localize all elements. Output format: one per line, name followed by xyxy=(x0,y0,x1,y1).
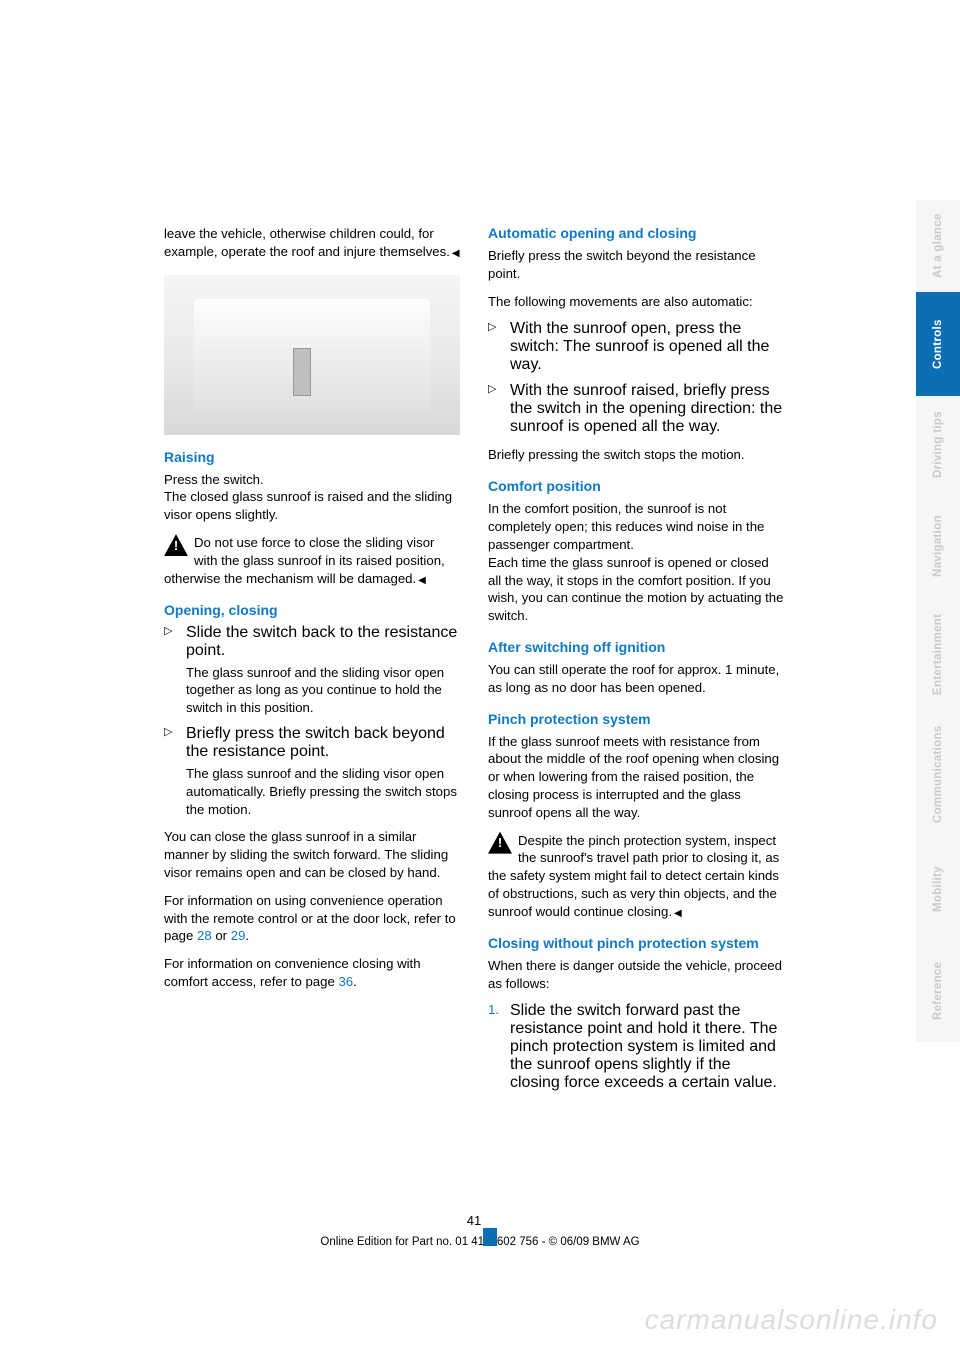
figure-switch xyxy=(293,348,311,396)
tab-navigation[interactable]: Navigation xyxy=(916,494,960,598)
closing-n1: Slide the switch forward past the resist… xyxy=(510,1002,777,1091)
page-number-marker xyxy=(483,1228,497,1246)
warning-icon xyxy=(488,832,512,854)
right-column: Automatic opening and closing Briefly pr… xyxy=(488,225,784,1102)
intro-text: leave the vehicle, otherwise children co… xyxy=(164,225,460,261)
raising-warn-text: Do not use force to close the sliding vi… xyxy=(164,535,445,586)
closing-n1-num: 1. xyxy=(488,1002,499,1017)
opening-p5end: . xyxy=(353,974,357,989)
list-item: With the sunroof open, press the switch:… xyxy=(488,320,784,374)
opening-b2: Briefly press the switch back beyond the… xyxy=(186,725,445,760)
content-columns: leave the vehicle, otherwise children co… xyxy=(164,225,875,1102)
opening-p3: You can close the glass sunroof in a sim… xyxy=(164,828,460,881)
manual-page: leave the vehicle, otherwise children co… xyxy=(0,0,960,1358)
heading-raising: Raising xyxy=(164,449,460,465)
list-item: Slide the switch back to the resistance … xyxy=(164,624,460,717)
heading-closing: Closing without pinch protection system xyxy=(488,935,784,951)
list-item: Briefly press the switch back beyond the… xyxy=(164,725,460,818)
raising-warning: Do not use force to close the sliding vi… xyxy=(164,534,460,587)
opening-p4: For information on using convenience ope… xyxy=(164,892,460,945)
tab-at-a-glance[interactable]: At a glance xyxy=(916,200,960,292)
section-tabs: At a glanceControlsDriving tipsNavigatio… xyxy=(916,200,960,1042)
auto-p2: The following movements are also automat… xyxy=(488,293,784,311)
raising-p2: The closed glass sunroof is raised and t… xyxy=(164,488,460,524)
heading-auto: Automatic opening and closing xyxy=(488,225,784,241)
pinch-warn-text: Despite the pinch protection system, ins… xyxy=(488,833,779,919)
auto-b1: With the sunroof open, press the switch:… xyxy=(510,320,769,373)
opening-p4mid: or xyxy=(212,928,231,943)
opening-p5a: For information on convenience closing w… xyxy=(164,956,421,989)
auto-list: With the sunroof open, press the switch:… xyxy=(488,320,784,436)
page-link-29[interactable]: 29 xyxy=(231,928,246,943)
closing-list: 1. Slide the switch forward past the res… xyxy=(488,1002,784,1092)
auto-p1: Briefly press the switch beyond the resi… xyxy=(488,247,784,283)
pinch-p1: If the glass sunroof meets with resistan… xyxy=(488,733,784,822)
tab-controls[interactable]: Controls xyxy=(916,292,960,396)
comfort-p1: In the comfort position, the sunroof is … xyxy=(488,500,784,553)
page-link-28[interactable]: 28 xyxy=(197,928,212,943)
page-link-36[interactable]: 36 xyxy=(338,974,353,989)
tab-entertainment[interactable]: Entertainment xyxy=(916,598,960,710)
opening-b2b: The glass sunroof and the sliding visor … xyxy=(186,765,460,818)
opening-b1: Slide the switch back to the resistance … xyxy=(186,624,457,659)
opening-p5: For information on convenience closing w… xyxy=(164,955,460,991)
heading-opening: Opening, closing xyxy=(164,602,460,618)
tab-driving-tips[interactable]: Driving tips xyxy=(916,396,960,494)
heading-after: After switching off ignition xyxy=(488,639,784,655)
page-footer: 41 Online Edition for Part no. 01 41 2 6… xyxy=(0,1212,960,1248)
raising-p1: Press the switch. xyxy=(164,471,460,489)
tab-reference[interactable]: Reference xyxy=(916,940,960,1042)
opening-list: Slide the switch back to the resistance … xyxy=(164,624,460,819)
pinch-warning: Despite the pinch protection system, ins… xyxy=(488,832,784,921)
closing-p1: When there is danger outside the vehicle… xyxy=(488,957,784,993)
left-column: leave the vehicle, otherwise children co… xyxy=(164,225,460,1102)
tab-communications[interactable]: Communications xyxy=(916,710,960,838)
tab-mobility[interactable]: Mobility xyxy=(916,838,960,940)
sunroof-switch-figure xyxy=(164,275,460,435)
figure-panel xyxy=(194,299,431,411)
auto-p3: Briefly pressing the switch stops the mo… xyxy=(488,446,784,464)
opening-p4end: . xyxy=(245,928,249,943)
page-number: 41 xyxy=(467,1213,493,1228)
after-p1: You can still operate the roof for appro… xyxy=(488,661,784,697)
warning-icon xyxy=(164,534,188,556)
watermark-text: carmanualsonline.info xyxy=(645,1304,938,1336)
comfort-p2: Each time the glass sunroof is opened or… xyxy=(488,554,784,625)
list-item: With the sunroof raised, briefly press t… xyxy=(488,382,784,436)
heading-pinch: Pinch protection system xyxy=(488,711,784,727)
heading-comfort: Comfort position xyxy=(488,478,784,494)
opening-b1b: The glass sunroof and the sliding visor … xyxy=(186,664,460,717)
footer-edition-line: Online Edition for Part no. 01 41 2 602 … xyxy=(0,1236,960,1248)
auto-b2: With the sunroof raised, briefly press t… xyxy=(510,382,782,435)
list-item: 1. Slide the switch forward past the res… xyxy=(488,1002,784,1092)
